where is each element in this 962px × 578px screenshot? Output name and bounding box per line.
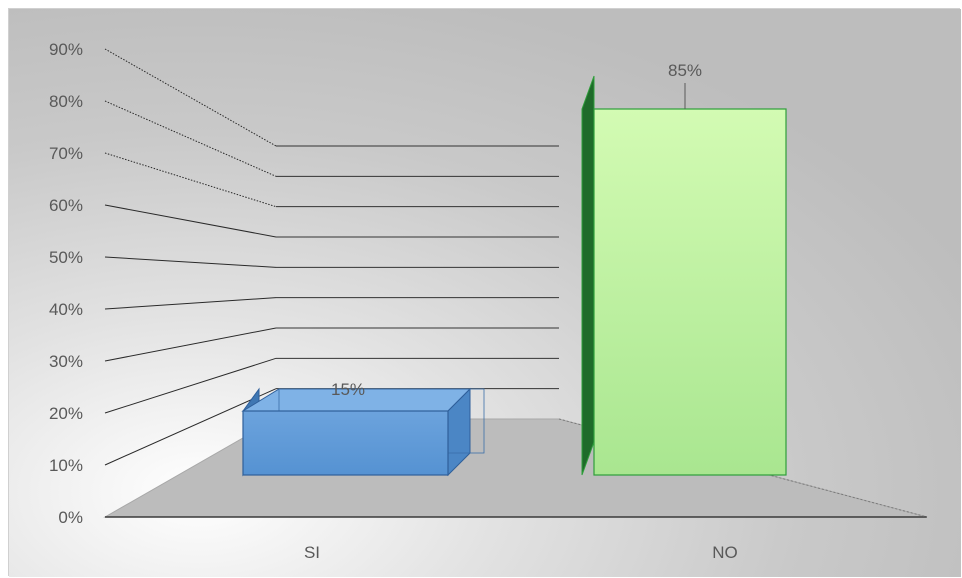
- data-label-no: 85%: [668, 61, 702, 80]
- y-tick-label: 70%: [49, 144, 83, 163]
- gridline-side: [104, 327, 277, 362]
- y-tick-label: 80%: [49, 92, 83, 111]
- y-tick-label: 20%: [49, 404, 83, 423]
- x-tick-label-no: NO: [712, 543, 738, 562]
- gridline-side: [104, 388, 277, 466]
- y-tick-label: 60%: [49, 196, 83, 215]
- bar-side: [581, 75, 595, 476]
- bar-no: [593, 108, 787, 476]
- gridline-side: [104, 256, 277, 268]
- gridline-side: [104, 297, 277, 310]
- gridline-side: [104, 357, 277, 414]
- floor-right-edge: [558, 418, 928, 518]
- y-tick-label: 10%: [49, 456, 83, 475]
- gridline-side: [104, 204, 277, 238]
- bar-chart: 0% 10% 20% 30% 40% 50% 60% 70% 80% 90% 15% SI 85% NO: [9, 9, 961, 577]
- bar-si: [242, 410, 449, 476]
- y-tick-label: 40%: [49, 300, 83, 319]
- x-tick-label-si: SI: [304, 543, 320, 562]
- y-tick-label: 30%: [49, 352, 83, 371]
- gridline-side: [104, 100, 277, 177]
- data-label-si: 15%: [331, 380, 365, 399]
- chart-frame: 0% 10% 20% 30% 40% 50% 60% 70% 80% 90% 15% SI 85% NO: [8, 8, 961, 577]
- y-tick-label: 50%: [49, 248, 83, 267]
- y-tick-label: 90%: [49, 40, 83, 59]
- y-tick-label: 0%: [58, 508, 83, 527]
